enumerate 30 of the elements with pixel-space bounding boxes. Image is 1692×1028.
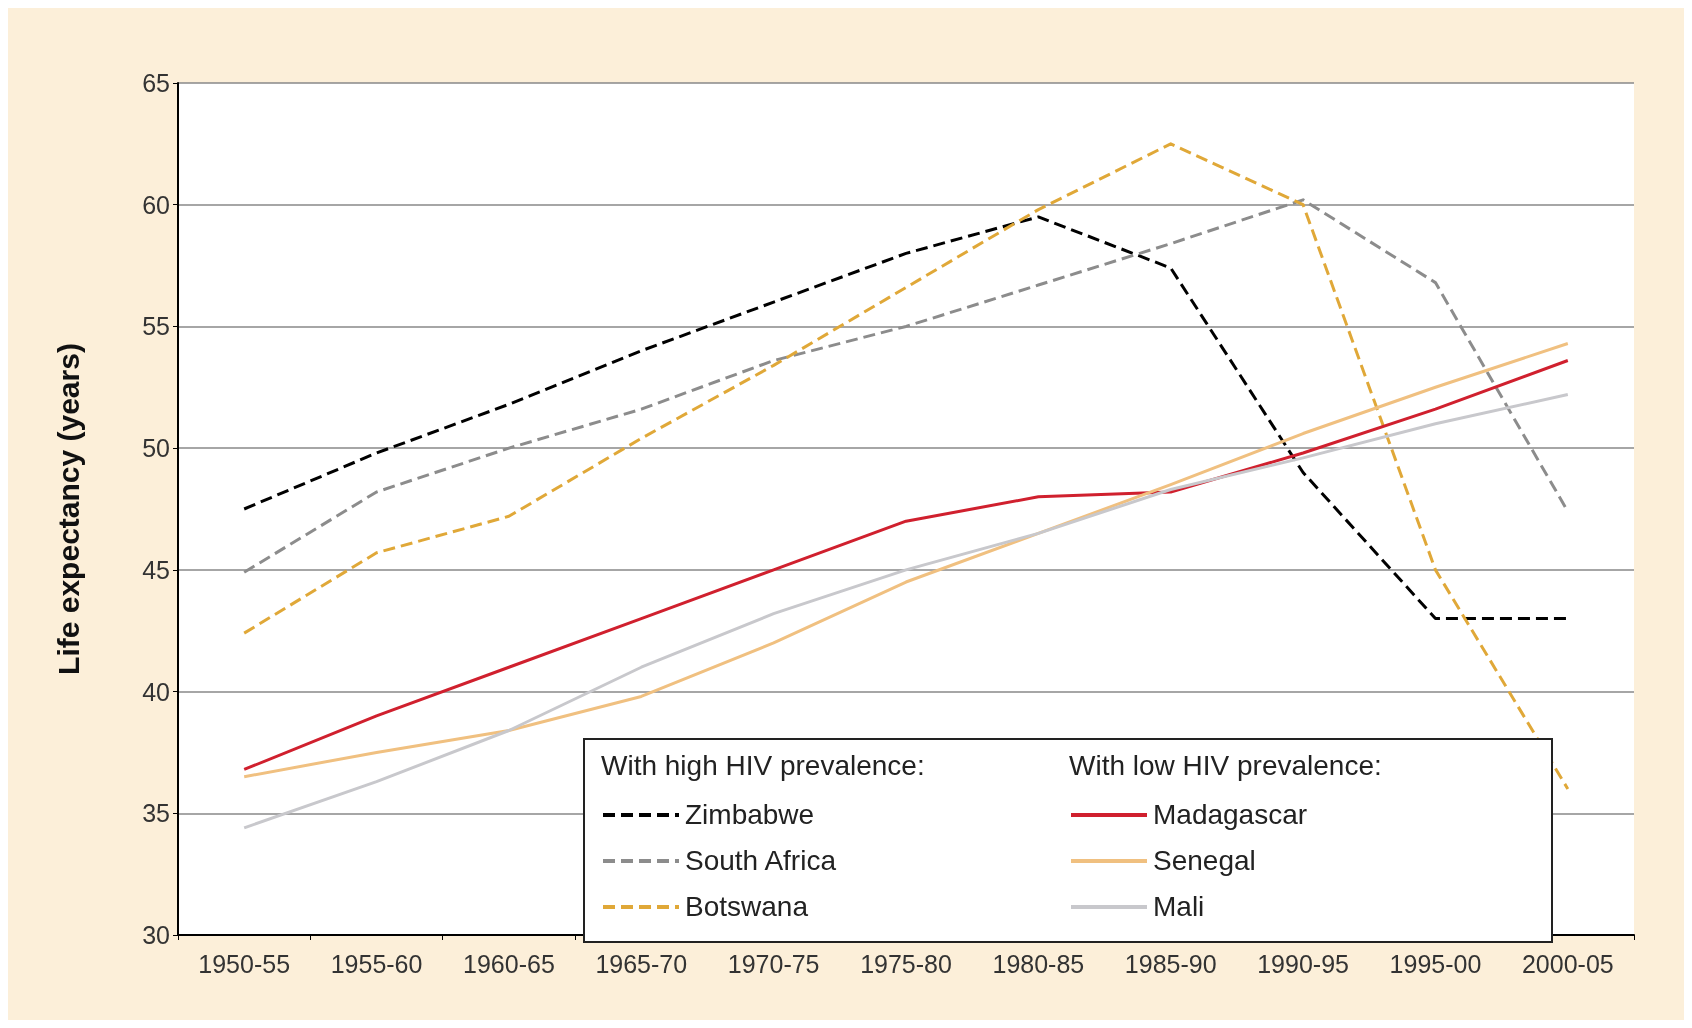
- y-tick-label: 50: [142, 434, 170, 463]
- line-series: [242, 393, 1570, 830]
- x-tick-label: 1965-70: [595, 949, 688, 978]
- x-tick-label: 1990-95: [1257, 949, 1349, 978]
- legend-label: Botswana: [685, 891, 808, 923]
- x-tick-label: 1985-90: [1124, 949, 1217, 978]
- legend-label: Senegal: [1153, 845, 1256, 877]
- legend-label: Zimbabwe: [685, 799, 815, 831]
- y-tick-label: 40: [142, 677, 170, 706]
- line-series: [242, 142, 1570, 791]
- x-tick-label: 1980-85: [992, 949, 1085, 978]
- y-tick-label: 45: [142, 555, 170, 584]
- x-tick-label: 1975-80: [860, 949, 952, 978]
- annotation: With high HIV prevalence:: [601, 750, 925, 782]
- legend-label: Mali: [1153, 891, 1205, 923]
- x-tick-label: 1950-55: [198, 949, 291, 978]
- y-tick-label: 55: [142, 312, 170, 341]
- x-tick-label: 1970-75: [727, 949, 820, 978]
- y-tick-label: 65: [142, 69, 170, 97]
- annotation: With low HIV prevalence:: [1069, 750, 1382, 782]
- legend-label: South Africa: [685, 845, 836, 877]
- y-tick-label: 30: [142, 921, 170, 949]
- x-tick-label: 1960-65: [463, 949, 555, 978]
- y-tick-label: 35: [142, 799, 170, 828]
- x-tick-label: 2000-05: [1521, 949, 1614, 978]
- x-tick-label: 1955-60: [330, 949, 423, 978]
- y-axis-title: Life expectancy (years): [51, 343, 85, 675]
- y-tick-label: 60: [142, 190, 170, 219]
- legend-label: Madagascar: [1153, 799, 1308, 831]
- x-tick-label: 1995-00: [1389, 949, 1482, 978]
